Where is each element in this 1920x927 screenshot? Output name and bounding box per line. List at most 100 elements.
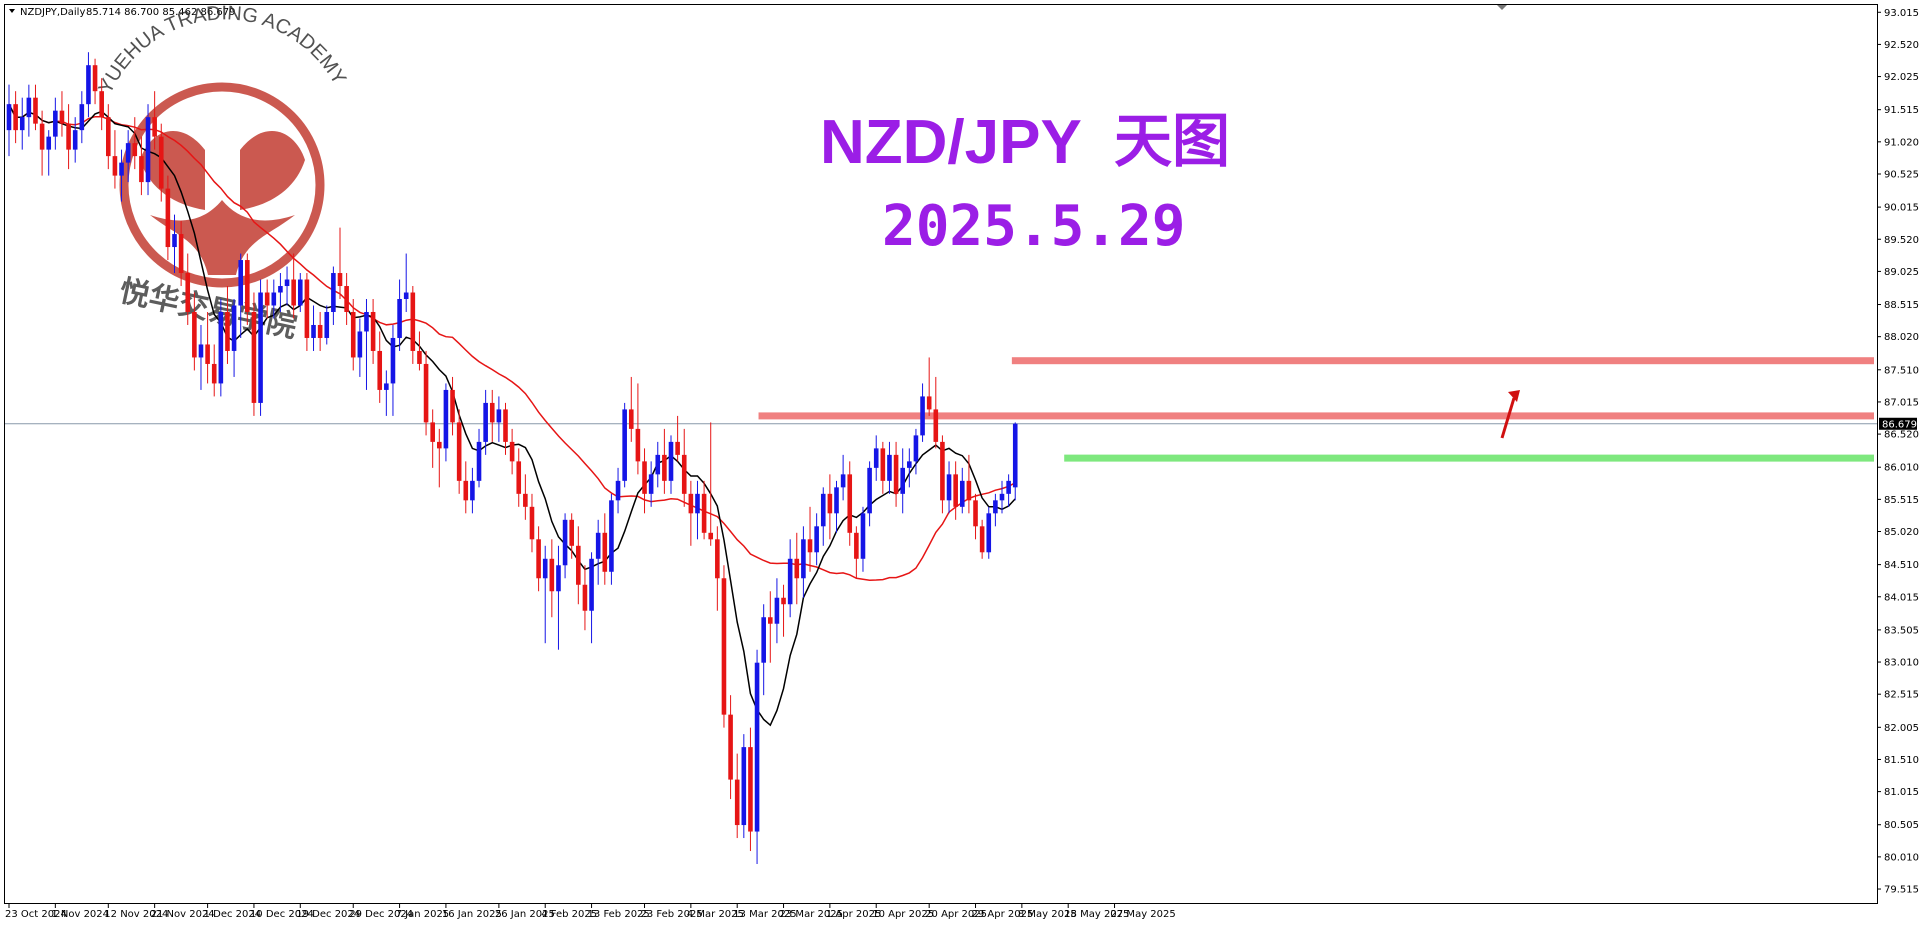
y-tick-label: 85.020 [1884,527,1919,538]
watermark-leaf-left [140,131,205,210]
candle-body [139,156,144,183]
candle [873,435,879,481]
candle-body [456,422,462,481]
candle-body [337,273,343,287]
candle-body [410,292,416,351]
candle-body [443,389,449,449]
candle [860,506,866,572]
chart-title-timeframe: 天图 [1114,107,1230,175]
candle [615,467,621,514]
candle-body [761,617,766,663]
candle [794,532,800,605]
candle [119,149,124,202]
candle-body [807,539,813,553]
candle [648,461,654,507]
candle [536,526,541,592]
candle [165,175,171,261]
candle-body [357,331,363,358]
watermark-leaf-right [240,131,305,210]
candle-body [516,461,522,494]
y-tick-label: 81.510 [1884,755,1919,766]
candle [291,253,296,319]
x-tick-label: 8 May 2025 [1018,909,1077,920]
candle [443,383,449,462]
x-tick-label: 23 Mar 2025 [780,909,843,920]
candle [854,526,859,579]
candle-body [238,260,243,306]
candle [642,448,647,514]
candle-body [873,448,879,468]
candle-body [450,389,455,423]
candle-body [523,493,528,507]
candle [370,299,376,364]
candle-body [364,311,369,332]
candle-body [331,273,336,312]
candle [900,448,905,514]
candle-body [536,539,541,579]
candle-body [278,286,283,293]
candle [940,435,945,514]
candle [562,513,568,579]
candle [278,273,283,312]
candle-body [907,461,912,468]
y-tick-label: 79.515 [1884,885,1919,896]
x-tick-label: 19 Dec 2024 [296,909,360,920]
candle [59,91,65,137]
candle [973,493,978,540]
candle [377,331,383,403]
candle [556,545,561,650]
candle [417,331,422,371]
candle-body [602,532,608,572]
candle [456,409,462,494]
candle-body [622,409,627,481]
candle-body [549,558,555,592]
candle [66,104,71,170]
candle-body [768,617,773,624]
candle-body [986,513,992,553]
candle [258,279,263,416]
candle-body [946,474,952,501]
candle [887,441,892,494]
candle [1006,474,1011,507]
candle-body [145,117,151,183]
candle-body [258,292,263,403]
candle [397,279,402,351]
candle [271,279,277,319]
candle-body [734,779,740,826]
candle [675,415,680,462]
candle-body [993,500,998,514]
candle [503,402,508,455]
symbol-dropdown-icon[interactable] [9,9,15,13]
candle [827,474,833,540]
candle-body [152,117,157,137]
candle [840,454,846,501]
candle [211,344,217,397]
candle-body [317,324,323,338]
y-tick-label: 87.510 [1884,365,1919,376]
candle-body [125,143,131,163]
candle [132,117,138,170]
candle-body [251,311,257,403]
candle [523,474,528,520]
candle [390,324,396,416]
candle-body [53,110,58,137]
candle-body [324,311,330,338]
y-tick-label: 88.515 [1884,300,1919,311]
candle-body [39,123,45,150]
candle [463,461,469,514]
candle-body [748,747,753,832]
candle [979,519,985,559]
candle-body [284,279,290,287]
candle [595,519,601,585]
candle-body [880,448,886,481]
candle [324,305,330,345]
candle [410,286,416,364]
shift-marker-icon[interactable] [1497,5,1507,10]
candle [106,104,111,170]
x-tick-label: 16 Jan 2025 [442,909,502,920]
candle-body [483,402,488,442]
candle-body [370,311,376,351]
candle [681,428,687,507]
